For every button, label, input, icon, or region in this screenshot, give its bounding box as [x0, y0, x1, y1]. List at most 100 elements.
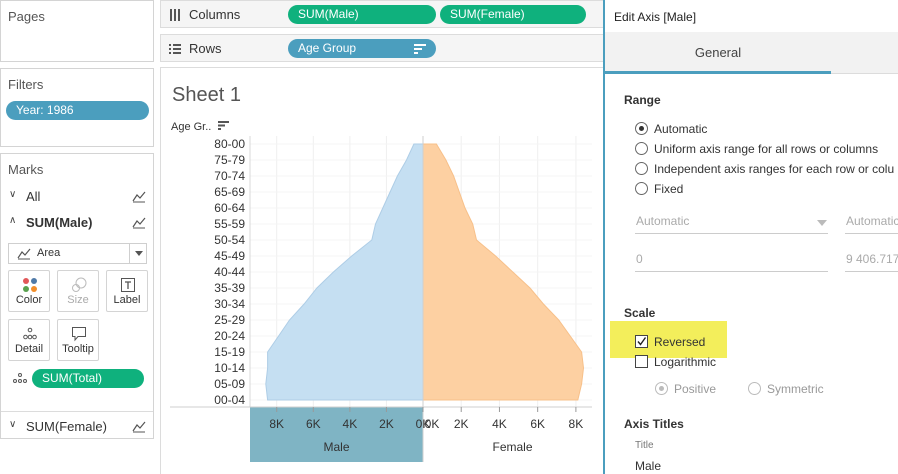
male-tick-label: 4K — [343, 417, 358, 431]
sheet-view: Sheet 1 Age Gr.. — [160, 67, 605, 474]
row-label: 80-00 — [214, 137, 245, 151]
range-section-title: Range — [624, 93, 661, 107]
axis-title-input[interactable]: Male — [635, 459, 662, 473]
axis-titles-section-title: Axis Titles — [624, 417, 684, 431]
range-end-select-value: Automatic — [846, 214, 898, 228]
marks-field-pill-total[interactable]: SUM(Total) — [32, 369, 144, 388]
male-tick-label: 0K — [416, 417, 431, 431]
dialog-tab-bar: General — [605, 32, 898, 74]
pages-title: Pages — [8, 9, 45, 24]
male-area — [265, 143, 424, 401]
row-label: 45-49 — [214, 249, 245, 263]
marks-sum-male-row[interactable]: ∧ SUM(Male) — [1, 212, 154, 234]
sort-descending-icon — [218, 121, 230, 130]
row-label: 50-54 — [214, 233, 245, 247]
area-mark-icon — [132, 191, 146, 203]
radio-unchecked-icon — [635, 182, 648, 195]
dialog-title: Edit Axis [Male] — [614, 10, 697, 24]
tooltip-button[interactable]: Tooltip — [57, 319, 99, 361]
range-fixed-radio[interactable]: Fixed — [635, 182, 683, 196]
row-label: 75-79 — [214, 153, 245, 167]
range-fixed-label: Fixed — [654, 182, 684, 196]
range-end-input[interactable]: 9 406.717 — [845, 252, 898, 272]
range-automatic-radio[interactable]: Automatic — [635, 122, 707, 136]
label-button-label: Label — [113, 294, 141, 306]
dropdown-divider — [129, 244, 130, 263]
population-pyramid-chart: 00-04 05-09 10-14 15-19 20-24 25-29 30-34 35-39… — [170, 136, 592, 462]
chevron-up-icon: ∧ — [9, 215, 17, 226]
chevron-down-icon — [135, 251, 143, 256]
rows-label: Rows — [189, 41, 222, 56]
marks-all-row[interactable]: ∨ All — [1, 186, 154, 208]
reversed-checkbox[interactable]: Reversed — [635, 335, 705, 349]
detail-dots-icon — [23, 327, 37, 340]
pages-card: Pages — [0, 0, 154, 62]
size-button[interactable]: Size — [57, 270, 99, 312]
scale-section-title: Scale — [624, 306, 656, 320]
female-tick-label: 4K — [492, 417, 507, 431]
male-tick-label: 2K — [379, 417, 394, 431]
axis-title-field-label: Title — [635, 440, 654, 451]
female-axis-title: Female — [492, 440, 532, 454]
edit-axis-dialog: Edit Axis [Male] General Range Automatic… — [603, 0, 898, 474]
chevron-down-icon — [817, 220, 827, 226]
female-tick-label: 8K — [569, 417, 584, 431]
row-label: 40-44 — [214, 265, 245, 279]
marks-sum-male-label: SUM(Male) — [26, 215, 93, 230]
radio-checked-icon — [655, 382, 668, 395]
columns-pill-sum-male[interactable]: SUM(Male) — [288, 5, 436, 24]
filter-pill-year[interactable]: Year: 1986 — [6, 101, 149, 120]
row-label: 55-59 — [214, 217, 245, 231]
female-area — [422, 143, 585, 401]
marks-card: Marks ∨ All ∧ SUM(Male) Area Color Size … — [0, 153, 154, 439]
range-start-select[interactable]: Automatic — [635, 214, 828, 234]
logarithmic-checkbox[interactable]: Logarithmic — [635, 355, 716, 369]
radio-checked-icon — [635, 122, 648, 135]
log-positive-radio[interactable]: Positive — [655, 382, 716, 396]
rows-shelf: Rows Age Group — [160, 34, 605, 62]
columns-pill-sum-female[interactable]: SUM(Female) — [440, 5, 586, 24]
sort-descending-icon — [414, 44, 426, 54]
detail-dots-icon — [13, 373, 27, 383]
color-button-label: Color — [15, 294, 43, 306]
filters-title: Filters — [8, 77, 44, 92]
tab-general[interactable]: General — [605, 32, 831, 74]
row-label: 65-69 — [214, 185, 245, 199]
rows-pill-age-group[interactable]: Age Group — [288, 39, 436, 58]
checkbox-unchecked-icon — [635, 355, 648, 368]
reversed-label: Reversed — [654, 335, 706, 349]
marks-all-label: All — [26, 189, 41, 204]
range-uniform-radio[interactable]: Uniform axis range for all rows or colum… — [635, 142, 878, 156]
row-label: 70-74 — [214, 169, 245, 183]
marks-sum-female-row[interactable]: ∨ SUM(Female) — [1, 416, 154, 438]
label-button[interactable]: Label — [106, 270, 148, 312]
columns-label: Columns — [189, 7, 241, 22]
row-label: 60-64 — [214, 201, 245, 215]
marks-divider — [1, 411, 153, 412]
logarithmic-label: Logarithmic — [654, 355, 717, 369]
row-label: 20-24 — [214, 329, 245, 343]
log-symmetric-radio[interactable]: Symmetric — [748, 382, 824, 396]
detail-button[interactable]: Detail — [8, 319, 50, 361]
mark-type-label: Area — [37, 247, 61, 259]
radio-unchecked-icon — [748, 382, 761, 395]
female-tick-label: 6K — [530, 417, 545, 431]
male-tick-label: 6K — [306, 417, 321, 431]
marks-title: Marks — [8, 162, 44, 177]
size-button-label: Size — [67, 294, 89, 306]
range-independent-radio[interactable]: Independent axis ranges for each row or … — [635, 162, 894, 176]
range-end-select[interactable]: Automatic — [845, 214, 898, 234]
row-header[interactable]: Age Gr.. — [171, 121, 230, 133]
area-mark-icon — [132, 217, 146, 229]
range-independent-label: Independent axis ranges for each row or … — [654, 162, 895, 176]
range-automatic-label: Automatic — [654, 122, 708, 136]
row-label: 15-19 — [214, 345, 245, 359]
radio-unchecked-icon — [635, 142, 648, 155]
color-button[interactable]: Color — [8, 270, 50, 312]
range-start-input[interactable]: 0 — [635, 252, 828, 272]
log-positive-label: Positive — [674, 382, 717, 396]
mark-type-dropdown[interactable]: Area — [8, 243, 147, 264]
columns-icon — [170, 9, 180, 21]
tooltip-button-label: Tooltip — [62, 343, 94, 355]
rows-icon — [169, 44, 181, 54]
